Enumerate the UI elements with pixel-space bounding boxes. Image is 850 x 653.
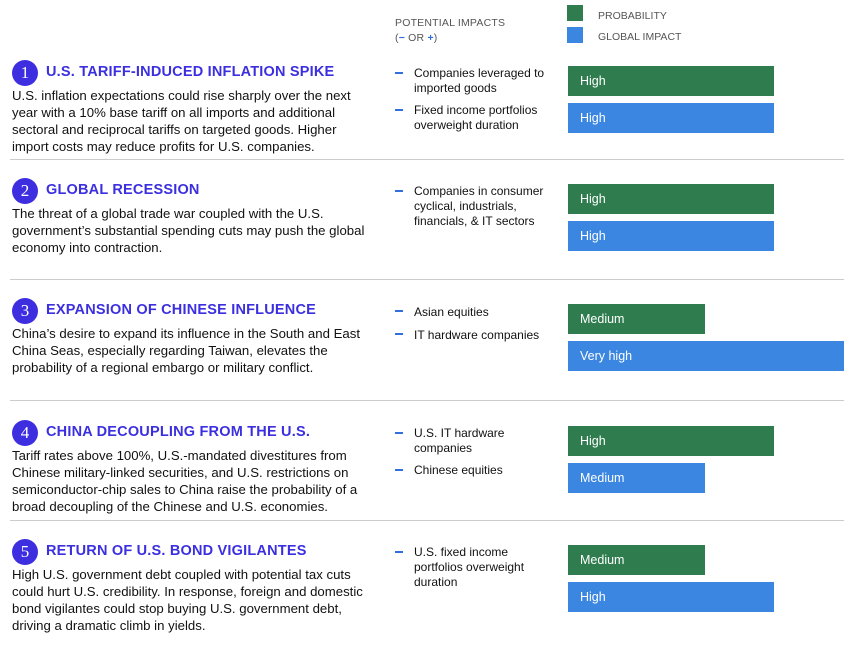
- impact-list: Companies in consumer cyclical, industri…: [395, 184, 545, 236]
- risk-description: High U.S. government debt coupled with p…: [12, 567, 363, 633]
- risk-title: EXPANSION OF CHINESE INFLUENCE: [46, 302, 316, 318]
- risk-number: 3: [12, 298, 38, 324]
- impact-bar: High: [568, 221, 774, 251]
- probability-bar: High: [568, 184, 774, 214]
- impact-item: IT hardware companies: [395, 327, 545, 343]
- separator: [10, 520, 844, 521]
- risk-number: 4: [12, 420, 38, 446]
- impacts-note: (− OR +): [395, 32, 438, 44]
- risk-title: GLOBAL RECESSION: [46, 182, 200, 198]
- risk-row: 1 U.S. TARIFF-INDUCED INFLATION SPIKE U.…: [0, 56, 850, 174]
- probability-bar: High: [568, 66, 774, 96]
- risk-number: 5: [12, 539, 38, 565]
- impact-item: Companies leveraged to imported goods: [395, 66, 545, 96]
- separator: [10, 159, 844, 160]
- legend-swatch: [567, 27, 583, 43]
- impact-bar: High: [568, 103, 774, 133]
- note-open: (: [395, 32, 399, 44]
- legend-swatch: [567, 5, 583, 21]
- note-close: ): [433, 32, 438, 44]
- risk-row: 4 CHINA DECOUPLING FROM THE U.S. Tariff …: [0, 416, 850, 534]
- impact-item: Companies in consumer cyclical, industri…: [395, 184, 545, 229]
- legend-label: PROBABILITY: [598, 10, 667, 22]
- risk-title: CHINA DECOUPLING FROM THE U.S.: [46, 424, 311, 440]
- impact-bar: Medium: [568, 463, 705, 493]
- impact-item: Chinese equities: [395, 463, 545, 478]
- note-or: OR: [408, 32, 425, 44]
- risk-number: 1: [12, 60, 38, 86]
- risk-row: 5 RETURN OF U.S. BOND VIGILANTES High U.…: [0, 535, 850, 653]
- plus-symbol: +: [427, 32, 434, 44]
- risk-description: The threat of a global trade war coupled…: [12, 206, 365, 255]
- risk-description: Tariff rates above 100%, U.S.-mandated d…: [12, 448, 358, 514]
- impact-list: Companies leveraged to imported goods Fi…: [395, 66, 545, 140]
- impact-bar: High: [568, 582, 774, 612]
- risk-description: U.S. inflation expectations could rise s…: [12, 88, 351, 154]
- separator: [10, 400, 844, 401]
- risk-title: U.S. TARIFF-INDUCED INFLATION SPIKE: [46, 64, 335, 80]
- risk-row: 3 EXPANSION OF CHINESE INFLUENCE China’s…: [0, 294, 850, 412]
- probability-bar: Medium: [568, 545, 705, 575]
- impact-item: U.S. IT hardware companies: [395, 426, 545, 456]
- impact-list: U.S. IT hardware companies Chinese equit…: [395, 426, 545, 485]
- impact-bar: Very high: [568, 341, 844, 371]
- impact-list: Asian equities IT hardware companies: [395, 304, 545, 350]
- impact-item: Asian equities: [395, 304, 545, 320]
- probability-bar: High: [568, 426, 774, 456]
- impact-item: U.S. fixed income portfolios overweight …: [395, 545, 545, 590]
- risk-description: China’s desire to expand its influence i…: [12, 326, 360, 375]
- impact-item: Fixed income portfolios overweight durat…: [395, 103, 545, 133]
- risk-title: RETURN OF U.S. BOND VIGILANTES: [46, 543, 307, 559]
- risk-row: 2 GLOBAL RECESSION The threat of a globa…: [0, 174, 850, 292]
- probability-bar: Medium: [568, 304, 705, 334]
- separator: [10, 279, 844, 280]
- impacts-heading: POTENTIAL IMPACTS: [395, 17, 506, 29]
- risk-number: 2: [12, 178, 38, 204]
- legend-label: GLOBAL IMPACT: [598, 31, 682, 43]
- minus-symbol: −: [398, 32, 406, 44]
- impact-list: U.S. fixed income portfolios overweight …: [395, 545, 545, 597]
